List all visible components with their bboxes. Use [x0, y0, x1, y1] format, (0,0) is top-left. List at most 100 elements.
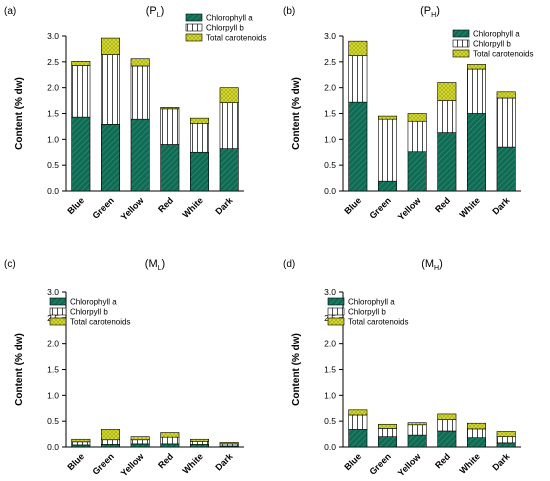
- bar-segment-chlorpyll-b-blue: [71, 65, 91, 118]
- legend-label: Total carotenoids: [473, 50, 533, 59]
- x-tick-label: White: [181, 195, 205, 219]
- x-tick-label: Red: [433, 195, 452, 214]
- y-tick-label: 0.0: [47, 442, 59, 452]
- legend-swatch: [185, 33, 203, 42]
- x-tick-label: Blue: [65, 195, 86, 216]
- legend-swatch: [452, 49, 470, 58]
- panel-label: (c): [4, 259, 16, 270]
- bar-segment-chlorophyll-a-blue: [348, 429, 368, 448]
- bar-segment-chlorophyll-a-yellow: [130, 443, 150, 448]
- bar-segment-chlorophyll-a-dark: [496, 146, 516, 192]
- y-tick-label: 2.5: [324, 57, 336, 67]
- panel-title: (MH): [421, 258, 443, 272]
- panel-title: (PL): [146, 5, 165, 19]
- legend-swatch: [49, 307, 67, 316]
- legend-label: Chlorpyll b: [473, 40, 511, 49]
- y-tick-label: 2.0: [47, 339, 59, 349]
- bar-segment-chlorpyll-b-red: [437, 419, 457, 432]
- bar-segment-chlorpyll-b-white: [466, 68, 486, 114]
- legend-label: Total carotenoids: [70, 318, 130, 327]
- panel-title-main: (P: [146, 5, 157, 17]
- panel-title: (ML): [145, 258, 165, 272]
- bar-segment-total-carotenoids-red: [160, 432, 180, 438]
- bar-segment-chlorophyll-a-blue: [348, 101, 368, 192]
- bar-segment-total-carotenoids-blue: [71, 438, 91, 443]
- y-tick-label: 2.5: [47, 57, 59, 67]
- bar-segment-chlorophyll-a-green: [377, 436, 397, 448]
- x-tick-label: Green: [90, 451, 115, 476]
- legend-swatch: [327, 317, 345, 326]
- x-tick-label: Blue: [65, 451, 86, 472]
- legend-swatch: [49, 297, 67, 306]
- bar-segment-chlorophyll-a-white: [190, 444, 209, 448]
- bar-segment-chlorophyll-a-white: [466, 113, 486, 192]
- bar-segment-chlorophyll-a-green: [101, 124, 120, 192]
- bar-segment-chlorophyll-a-green: [377, 180, 397, 192]
- bar-segment-chlorophyll-a-yellow: [407, 434, 427, 448]
- x-tick-label: Yellow: [119, 195, 147, 223]
- legend-label: Chlorophyll a: [70, 298, 117, 307]
- bar-segment-chlorpyll-b-red: [160, 108, 180, 145]
- bar-segment-chlorophyll-a-yellow: [130, 118, 150, 192]
- legend-label: Chlorpyll b: [70, 308, 108, 317]
- bar-segment-total-carotenoids-green: [377, 423, 397, 429]
- bar-segment-total-carotenoids-red: [160, 107, 180, 110]
- bar-segment-chlorpyll-b-dark: [496, 436, 516, 444]
- bar-segment-chlorophyll-a-blue: [71, 444, 91, 448]
- y-tick-label: 1.0: [47, 390, 59, 400]
- bar-segment-chlorophyll-a-blue: [71, 116, 91, 192]
- bar-segment-total-carotenoids-yellow: [407, 113, 427, 122]
- legend-swatch: [327, 297, 345, 306]
- bar-segment-total-carotenoids-blue: [348, 409, 368, 416]
- panel-title-close: ): [161, 5, 165, 17]
- bar-segment-chlorpyll-b-yellow: [407, 424, 427, 436]
- bar-segment-total-carotenoids-dark: [496, 431, 516, 437]
- x-tick-label: Red: [433, 451, 452, 470]
- bar-segment-chlorophyll-a-green: [101, 444, 120, 448]
- panel-title-close: ): [439, 258, 443, 270]
- y-tick-label: 2.0: [324, 83, 336, 93]
- x-tick-label: White: [458, 451, 482, 475]
- bar-segment-chlorpyll-b-red: [160, 436, 180, 445]
- bar-segment-chlorophyll-a-red: [160, 443, 180, 448]
- bar-segment-chlorpyll-b-blue: [71, 441, 91, 446]
- chart-panel-b: (b) (PH) Content (% dw) 0.0 0.5 1.0 1.5 2.0 2.5 3…: [283, 5, 533, 222]
- bar-segment-chlorpyll-b-green: [377, 118, 397, 182]
- x-tick-label: Green: [90, 195, 115, 220]
- y-tick-label: 3.0: [47, 287, 59, 297]
- x-tick-label: Green: [367, 195, 392, 220]
- y-axis-label: Content (% dw): [14, 333, 25, 406]
- y-tick-label: 3.0: [47, 31, 59, 41]
- bar-segment-chlorpyll-b-green: [101, 439, 120, 445]
- bar-segment-chlorpyll-b-dark: [219, 102, 239, 149]
- panel-title-subscript: L: [157, 12, 161, 19]
- y-tick-label: 0.5: [324, 160, 336, 170]
- x-tick-label: Dark: [213, 451, 235, 473]
- panel-title-main: (M: [421, 258, 434, 270]
- bar-segment-total-carotenoids-blue: [71, 61, 91, 66]
- y-tick-label: 1.5: [324, 365, 336, 375]
- x-tick-label: Red: [156, 451, 175, 470]
- x-tick-label: Green: [367, 451, 392, 476]
- bar-segment-chlorpyll-b-green: [101, 54, 120, 125]
- x-tick-label: Yellow: [396, 195, 424, 223]
- panel-title-close: ): [162, 258, 166, 270]
- panel-label: (d): [283, 259, 295, 270]
- y-tick-label: 2.0: [47, 83, 59, 93]
- bar-segment-total-carotenoids-yellow: [130, 58, 150, 67]
- y-tick-label: 3.0: [324, 287, 336, 297]
- bar-segment-chlorpyll-b-blue: [348, 414, 368, 430]
- bar-segment-chlorophyll-a-red: [160, 144, 180, 192]
- chart-panel-d: (d)(MH)Content (% dw)0.00.51.01.52.02.53…: [283, 258, 521, 478]
- bar-segment-chlorophyll-a-dark: [496, 442, 516, 448]
- y-axis-label: Content (% dw): [14, 77, 25, 150]
- panel-label: (b): [283, 6, 295, 17]
- bar-segment-chlorpyll-b-blue: [348, 55, 368, 103]
- bar-segment-chlorpyll-b-yellow: [130, 439, 150, 445]
- legend-swatch: [327, 307, 345, 316]
- bar-segment-chlorpyll-b-white: [190, 123, 209, 153]
- chart-panel-a: (a) (PL) Content (% dw) 0.0 0.5 1.0 1.5 2.0 2.5 3…: [4, 5, 266, 222]
- legend-label: Chlorophyll a: [206, 14, 253, 23]
